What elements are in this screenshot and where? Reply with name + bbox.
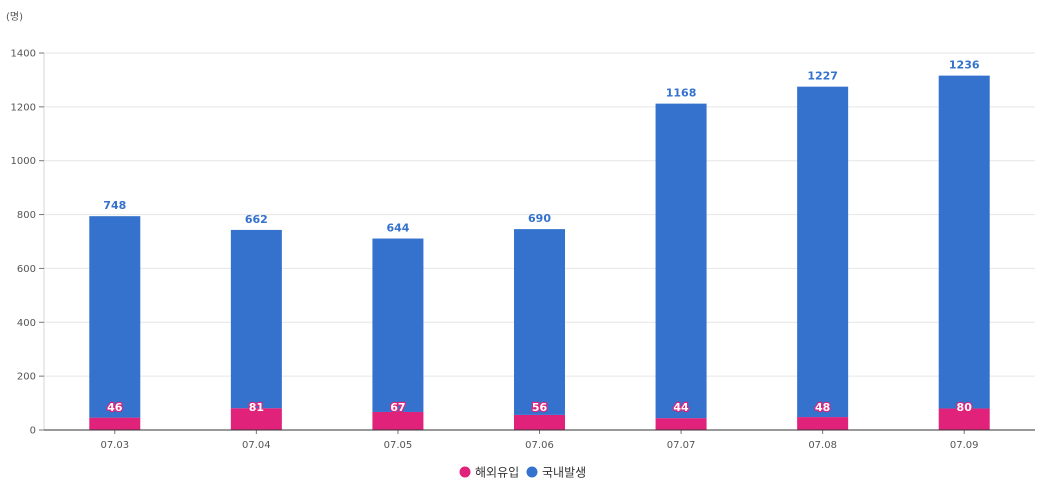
bar-segment-domestic xyxy=(230,229,282,409)
y-tick-label: 1200 xyxy=(11,102,36,113)
data-label-domestic: 690 xyxy=(528,212,551,225)
x-tick-label: 07.04 xyxy=(242,440,271,451)
bar-segment-overseas xyxy=(89,417,141,430)
x-tick-label: 07.09 xyxy=(950,440,979,451)
bar-segment-overseas xyxy=(655,418,707,430)
legend-label: 해외유입 xyxy=(475,466,519,480)
data-label-domestic: 748 xyxy=(103,199,126,212)
bar-segment-overseas xyxy=(514,414,565,430)
bar-segment-overseas xyxy=(938,408,990,430)
data-label-domestic: 1236 xyxy=(949,59,980,72)
data-label-overseas: 46 xyxy=(107,401,123,414)
data-label-overseas: 56 xyxy=(532,401,548,414)
x-tick-label: 07.05 xyxy=(384,440,413,451)
data-label-domestic: 1227 xyxy=(807,70,838,83)
data-label-domestic: 1168 xyxy=(666,87,697,100)
data-label-overseas: 48 xyxy=(815,401,830,414)
bar-segment-domestic xyxy=(938,75,990,409)
bar-segment-domestic xyxy=(514,229,565,415)
x-axis-ticks: 07.03 07.04 07.05 07.06 07.07 07.08 07.09 xyxy=(100,430,979,451)
x-tick-label: 07.03 xyxy=(100,440,129,451)
data-label-overseas: 67 xyxy=(390,401,405,414)
y-axis-unit: (명) xyxy=(6,11,23,23)
bar-segment-overseas xyxy=(797,417,849,430)
bar-segment-domestic xyxy=(89,216,141,418)
data-label-overseas: 80 xyxy=(957,401,973,414)
y-tick-label: 1400 xyxy=(11,49,36,60)
legend-label: 국내발생 xyxy=(542,466,586,480)
y-tick-label: 1000 xyxy=(11,156,36,167)
data-label-overseas: 44 xyxy=(673,401,689,414)
legend: 해외유입 국내발생 xyxy=(459,466,586,480)
data-label-domestic: 662 xyxy=(245,213,268,226)
data-label-domestic: 644 xyxy=(386,222,409,235)
bar-segment-domestic xyxy=(372,238,424,412)
bar-segment-domestic xyxy=(655,103,707,419)
bar-segment-overseas xyxy=(230,408,282,430)
y-tick-label: 800 xyxy=(17,210,36,221)
y-tick-label: 200 xyxy=(17,372,36,383)
y-tick-label: 600 xyxy=(17,264,36,275)
x-tick-label: 07.07 xyxy=(667,440,696,451)
y-axis-ticks: 0 200 400 600 800 1000 1200 1400 xyxy=(11,49,44,437)
x-tick-label: 07.08 xyxy=(808,440,837,451)
x-tick-label: 07.06 xyxy=(525,440,554,451)
y-tick-label: 0 xyxy=(30,426,36,437)
bar-segment-overseas xyxy=(372,411,424,430)
legend-marker xyxy=(459,466,471,478)
data-label-overseas: 81 xyxy=(249,401,264,414)
y-tick-label: 400 xyxy=(17,318,36,329)
bar-segment-domestic xyxy=(797,86,849,418)
bars: 46 748 81 662 67 644 56 690 44 1168 48 1227 80 1236 xyxy=(89,59,990,430)
legend-marker xyxy=(526,466,538,478)
